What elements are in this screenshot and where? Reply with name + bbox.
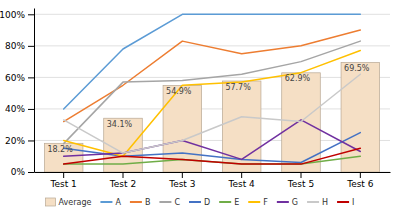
data-label: 54.9% bbox=[166, 87, 192, 96]
y-tick-label: 80% bbox=[5, 41, 25, 51]
legend-label: E bbox=[234, 198, 239, 207]
series-line bbox=[64, 74, 361, 153]
y-tick-label: 60% bbox=[5, 73, 25, 83]
x-tick: Test 1 bbox=[50, 172, 77, 189]
legend-label: Average bbox=[59, 198, 92, 207]
y-tick-label: 100% bbox=[0, 10, 25, 20]
x-tick-mark bbox=[182, 172, 183, 178]
data-label: 57.7% bbox=[225, 83, 251, 92]
chart: Test 1 Test 2 Test 3 Test 4 Test 5 Test 6 0% 20… bbox=[0, 0, 400, 210]
legend-swatch bbox=[337, 201, 349, 203]
plot-area bbox=[44, 14, 379, 172]
legend-label: I bbox=[352, 198, 354, 207]
series-line bbox=[64, 120, 361, 159]
legend-item: Average bbox=[46, 198, 92, 207]
y-tick: 0% bbox=[11, 167, 34, 177]
y-tick: 60% bbox=[5, 73, 34, 83]
x-tick-mark bbox=[123, 172, 124, 178]
y-tick-mark bbox=[28, 140, 34, 141]
y-tick: 20% bbox=[5, 136, 34, 146]
legend-swatch bbox=[277, 201, 289, 203]
legend-label: G bbox=[292, 198, 298, 207]
legend-item: G bbox=[277, 198, 298, 207]
x-axis-line bbox=[35, 172, 391, 173]
x-tick-mark bbox=[360, 172, 361, 178]
x-tick: Test 6 bbox=[346, 172, 374, 189]
legend-item: I bbox=[337, 198, 354, 207]
y-tick: 80% bbox=[5, 41, 34, 51]
legend-swatch bbox=[159, 201, 171, 203]
x-tick-mark bbox=[301, 172, 302, 178]
legend-label: F bbox=[263, 198, 268, 207]
grid bbox=[34, 14, 390, 172]
legend-item: B bbox=[130, 198, 151, 207]
bar bbox=[282, 73, 321, 172]
series-line bbox=[64, 30, 361, 121]
bar bbox=[44, 143, 83, 172]
y-tick-mark bbox=[28, 77, 34, 78]
legend-label: C bbox=[174, 198, 180, 207]
grid-line bbox=[34, 140, 390, 141]
legend: Average A B C D E F G H I bbox=[46, 198, 355, 207]
x-tick-label: Test 2 bbox=[109, 179, 136, 189]
y-tick-mark bbox=[28, 14, 34, 15]
x-tick: Test 3 bbox=[168, 172, 195, 189]
legend-label: H bbox=[322, 198, 328, 207]
legend-item: E bbox=[219, 198, 239, 207]
x-tick-label: Test 6 bbox=[346, 179, 374, 189]
y-tick-mark bbox=[28, 172, 34, 173]
legend-label: A bbox=[115, 198, 121, 207]
data-labels: 18.2% 34.1% 54.9% 57.7% 62.9% 69.5% bbox=[47, 64, 369, 154]
x-tick-mark bbox=[63, 172, 64, 178]
series-line bbox=[64, 148, 361, 164]
legend-swatch bbox=[219, 201, 231, 203]
legend-swatch bbox=[189, 201, 201, 203]
legend-item: A bbox=[100, 198, 121, 207]
data-label: 69.5% bbox=[344, 64, 370, 73]
y-tick-label: 0% bbox=[11, 167, 26, 177]
legend-swatch bbox=[100, 201, 112, 203]
x-axis: Test 1 Test 2 Test 3 Test 4 Test 5 Test 6 bbox=[35, 172, 391, 189]
y-tick-mark bbox=[28, 46, 34, 47]
grid-line bbox=[34, 45, 390, 46]
legend-item: H bbox=[307, 198, 328, 207]
x-tick-label: Test 5 bbox=[287, 179, 314, 189]
y-axis: 0% 20% 40% 60% 80% 100% bbox=[0, 9, 35, 178]
series-line bbox=[64, 51, 361, 157]
legend-swatch bbox=[248, 201, 260, 203]
legend-item: D bbox=[189, 198, 210, 207]
legend-item: F bbox=[248, 198, 268, 207]
y-tick-label: 20% bbox=[5, 136, 25, 146]
y-tick-label: 40% bbox=[5, 104, 25, 114]
y-tick-mark bbox=[28, 109, 34, 110]
grid-line bbox=[34, 172, 390, 173]
x-tick-mark bbox=[241, 172, 242, 178]
legend-label: D bbox=[204, 198, 210, 207]
y-axis-line bbox=[34, 9, 35, 173]
legend-swatch bbox=[46, 198, 56, 206]
data-label: 18.2% bbox=[47, 145, 73, 154]
x-tick-label: Test 3 bbox=[168, 179, 195, 189]
legend-swatch bbox=[130, 201, 142, 203]
x-tick-label: Test 4 bbox=[228, 179, 256, 189]
y-tick: 100% bbox=[0, 10, 34, 20]
legend-item: C bbox=[159, 198, 180, 207]
data-label: 62.9% bbox=[285, 74, 311, 83]
x-tick: Test 4 bbox=[228, 172, 256, 189]
legend-swatch bbox=[307, 201, 319, 203]
x-tick-label: Test 1 bbox=[50, 179, 77, 189]
x-tick: Test 5 bbox=[287, 172, 314, 189]
legend-label: B bbox=[145, 198, 151, 207]
y-tick: 40% bbox=[5, 104, 34, 114]
x-tick: Test 2 bbox=[109, 172, 136, 189]
grid-line bbox=[34, 108, 390, 109]
data-label: 34.1% bbox=[107, 120, 133, 129]
